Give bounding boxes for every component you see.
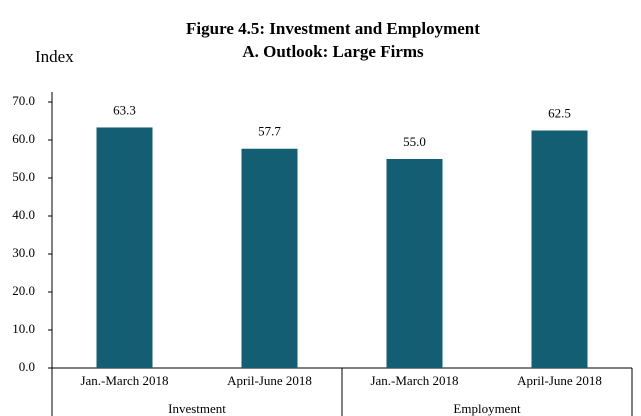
- chart-title: Figure 4.5: Investment and Employment: [186, 19, 480, 38]
- value-label: 55.0: [403, 134, 426, 149]
- x-tick-label: April-June 2018: [517, 373, 602, 388]
- bar: [531, 130, 588, 368]
- y-tick-label: 10.0: [12, 321, 35, 336]
- group-label: Employment: [453, 401, 521, 416]
- x-tick-label: Jan.-March 2018: [370, 373, 458, 388]
- chart-subtitle: A. Outlook: Large Firms: [242, 42, 424, 61]
- bar: [386, 159, 443, 368]
- y-tick-label: 40.0: [12, 207, 35, 222]
- y-tick-label: 20.0: [12, 283, 35, 298]
- value-label: 57.7: [258, 124, 281, 139]
- bar: [96, 127, 153, 369]
- y-tick-label: 30.0: [12, 245, 35, 260]
- y-tick-label: 0.0: [19, 359, 35, 374]
- value-label: 63.3: [113, 102, 136, 117]
- x-tick-label: Jan.-March 2018: [80, 373, 168, 388]
- y-axis-label: Index: [35, 47, 74, 66]
- bar: [241, 148, 298, 368]
- y-tick-label: 60.0: [12, 131, 35, 146]
- x-tick-label: April-June 2018: [227, 373, 312, 388]
- group-label: Investment: [168, 401, 226, 416]
- y-tick-label: 70.0: [12, 93, 35, 108]
- value-label: 62.5: [548, 105, 571, 120]
- y-tick-label: 50.0: [12, 169, 35, 184]
